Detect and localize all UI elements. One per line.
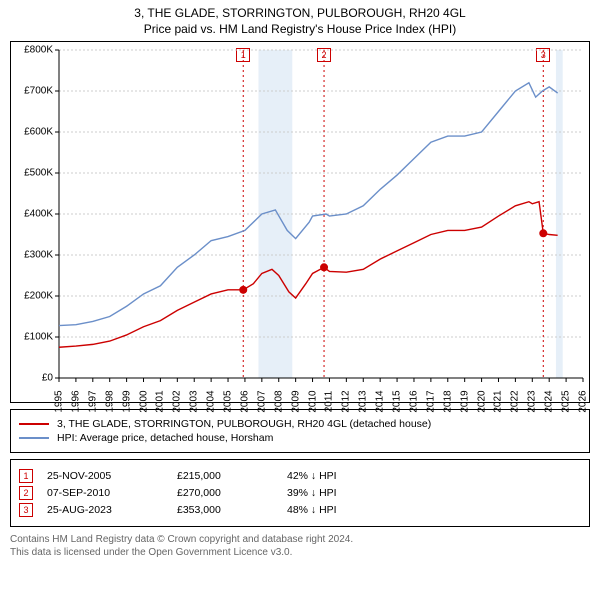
x-tick-label: 2021 — [493, 391, 504, 413]
x-tick-label: 2007 — [256, 391, 267, 413]
chart-container: £0 £100K £200K £300K £400K £500K £600K £700K £80… — [10, 41, 590, 403]
data-attribution: Contains HM Land Registry data © Crown c… — [10, 533, 590, 559]
x-tick-label: 2025 — [561, 391, 572, 413]
x-tick-label: 2018 — [442, 391, 453, 413]
x-tick-label: 1996 — [70, 391, 81, 413]
x-tick-label: 2022 — [510, 391, 521, 413]
footer-line-1: Contains HM Land Registry data © Crown c… — [10, 533, 590, 546]
legend-item: HPI: Average price, detached house, Hors… — [19, 432, 581, 444]
transaction-date: 07-SEP-2010 — [47, 487, 177, 499]
x-tick-label: 2020 — [476, 391, 487, 413]
legend-label: 3, THE GLADE, STORRINGTON, PULBOROUGH, R… — [57, 418, 431, 430]
title-subtitle: Price paid vs. HM Land Registry's House … — [134, 22, 465, 38]
x-tick-label: 2026 — [578, 391, 589, 413]
transaction-price: £270,000 — [177, 487, 287, 499]
x-tick-label: 1995 — [54, 391, 65, 413]
y-tick-label: £100K — [13, 332, 53, 343]
x-tick-label: 2001 — [155, 391, 166, 413]
x-tick-label: 2010 — [307, 391, 318, 413]
x-tick-label: 1999 — [121, 391, 132, 413]
y-tick-label: £0 — [13, 373, 53, 384]
x-tick-label: 2004 — [206, 391, 217, 413]
x-tick-label: 2013 — [358, 391, 369, 413]
y-tick-label: £600K — [13, 127, 53, 138]
x-tick-label: 2019 — [459, 391, 470, 413]
transaction-table: 1 25-NOV-2005£215,00042% ↓ HPI 2 07-SEP-201… — [10, 459, 590, 527]
legend-item: 3, THE GLADE, STORRINGTON, PULBOROUGH, R… — [19, 418, 581, 430]
x-tick-label: 2015 — [392, 391, 403, 413]
x-tick-label: 2024 — [544, 391, 555, 413]
x-tick-label: 2016 — [408, 391, 419, 413]
transaction-date: 25-NOV-2005 — [47, 470, 177, 482]
transaction-marker: 2 — [19, 486, 33, 500]
legend-swatch — [19, 437, 49, 439]
y-tick-label: £400K — [13, 209, 53, 220]
transaction-row: 1 25-NOV-2005£215,00042% ↓ HPI — [19, 469, 581, 483]
y-tick-label: £200K — [13, 291, 53, 302]
chart-title: 3, THE GLADE, STORRINGTON, PULBOROUGH, R… — [134, 6, 465, 37]
x-tick-label: 2017 — [425, 391, 436, 413]
x-tick-label: 2008 — [273, 391, 284, 413]
y-tick-label: £700K — [13, 86, 53, 97]
x-tick-label: 2003 — [189, 391, 200, 413]
x-tick-label: 2011 — [324, 391, 335, 413]
x-tick-label: 2000 — [138, 391, 149, 413]
x-tick-label: 1998 — [104, 391, 115, 413]
chart-plot — [59, 50, 359, 200]
x-tick-label: 2005 — [223, 391, 234, 413]
footer-line-2: This data is licensed under the Open Gov… — [10, 546, 590, 559]
title-address: 3, THE GLADE, STORRINGTON, PULBOROUGH, R… — [134, 6, 465, 22]
legend-swatch — [19, 423, 49, 425]
y-tick-label: £800K — [13, 45, 53, 56]
y-tick-label: £300K — [13, 250, 53, 261]
x-tick-label: 2002 — [172, 391, 183, 413]
y-tick-label: £500K — [13, 168, 53, 179]
x-tick-label: 2009 — [290, 391, 301, 413]
x-tick-label: 2014 — [375, 391, 386, 413]
transaction-row: 2 07-SEP-2010£270,00039% ↓ HPI — [19, 486, 581, 500]
legend: 3, THE GLADE, STORRINGTON, PULBOROUGH, R… — [10, 409, 590, 453]
transaction-vs-hpi: 42% ↓ HPI — [287, 470, 337, 482]
transaction-price: £215,000 — [177, 470, 287, 482]
transaction-vs-hpi: 48% ↓ HPI — [287, 504, 337, 516]
x-tick-label: 2006 — [239, 391, 250, 413]
legend-label: HPI: Average price, detached house, Hors… — [57, 432, 273, 444]
transaction-date: 25-AUG-2023 — [47, 504, 177, 516]
transaction-vs-hpi: 39% ↓ HPI — [287, 487, 337, 499]
transaction-marker: 1 — [19, 469, 33, 483]
transaction-price: £353,000 — [177, 504, 287, 516]
transaction-marker: 3 — [19, 503, 33, 517]
x-tick-label: 2023 — [527, 391, 538, 413]
transaction-row: 3 25-AUG-2023£353,00048% ↓ HPI — [19, 503, 581, 517]
x-tick-label: 2012 — [341, 391, 352, 413]
x-tick-label: 1997 — [87, 391, 98, 413]
